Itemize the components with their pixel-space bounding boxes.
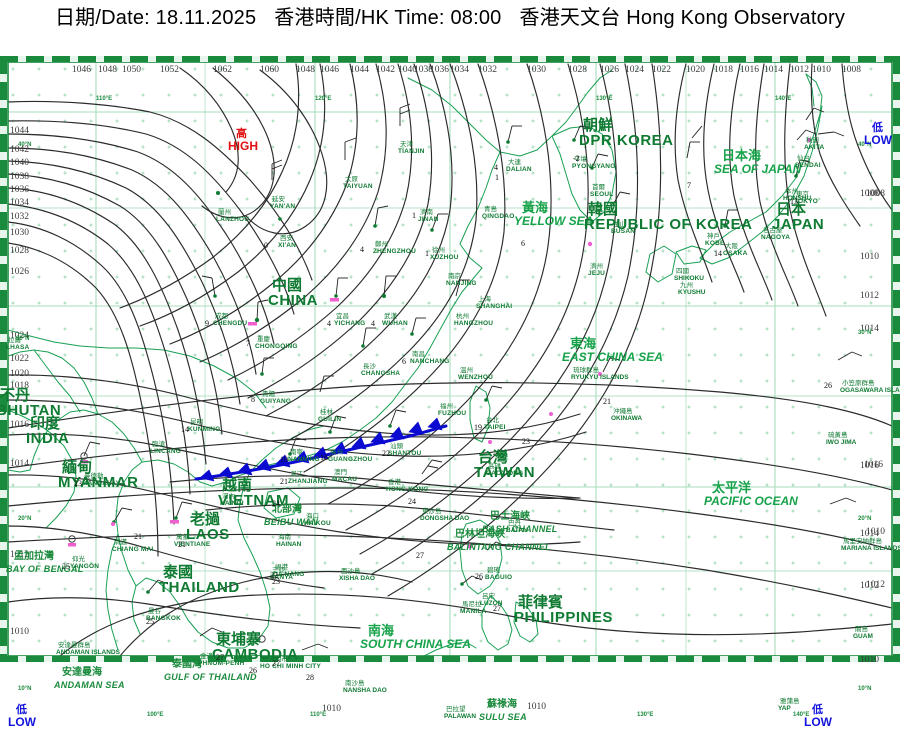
- isobar-label: 1010: [322, 704, 341, 714]
- coordinate-label: 110°E: [310, 712, 327, 718]
- header-date: 日期/Date: 18.11.2025: [54, 6, 257, 29]
- region-label-en: NANSHA DAO: [343, 687, 387, 694]
- cold-front: [194, 417, 448, 482]
- coordinate-label: 140°E: [793, 712, 810, 718]
- chart-header: 日期/Date: 18.11.2025 香港時間/HK Time: 08:00 …: [0, 0, 900, 30]
- plotted-temperature: 28: [306, 673, 314, 682]
- sea-label-en: GULF OF THAILAND: [164, 672, 257, 682]
- sea-label-en: SULU SEA: [479, 712, 527, 722]
- region-label-en: PALAWAN: [444, 713, 477, 720]
- frame-right: [893, 56, 900, 662]
- weather-map-svg: [7, 61, 893, 657]
- station-label-en: HO CHI MINH CITY: [260, 663, 321, 670]
- frame-bottom: [0, 656, 900, 662]
- coordinate-label: 130°E: [637, 712, 654, 718]
- region-label-cn: 南沙島: [345, 679, 365, 687]
- plotted-temperature: 26: [249, 666, 257, 675]
- frame-top: [0, 56, 900, 62]
- station-dots: [112, 138, 798, 594]
- pressure-centre-low-en: LOW: [804, 715, 832, 729]
- coordinate-label: 10°N: [18, 686, 32, 692]
- pressure-centre-low-cn: 低: [16, 703, 27, 716]
- frame-left: [0, 56, 7, 662]
- station-circles: [68, 452, 266, 643]
- pressure-centre-low-en: LOW: [8, 715, 36, 729]
- sea-label-cn: 安達曼海: [62, 667, 102, 678]
- sea-label-en: ANDAMAN SEA: [54, 680, 125, 690]
- isobar-label: 1010: [527, 702, 546, 712]
- wind-barbs: [83, 103, 863, 651]
- coordinate-label: 100°E: [147, 712, 164, 718]
- region-label-cn: 雅蒲島: [780, 697, 800, 705]
- sea-label-cn: 蘇祿海: [487, 699, 517, 710]
- coordinate-label: 10°N: [858, 686, 872, 692]
- region-label-cn: 巴拉望: [446, 705, 466, 713]
- surface-weather-chart[interactable]: 1046 1048 1050 1052 1062 1060 1048 1046 1044 1042…: [0, 30, 900, 728]
- isobars: [8, 63, 892, 656]
- precip-markers: [68, 137, 812, 549]
- header-organisation: 香港天文台 Hong Kong Observatory: [519, 6, 846, 29]
- region-label-en: YAP: [778, 705, 791, 712]
- header-time: 香港時間/HK Time: 08:00: [274, 6, 502, 29]
- pressure-centre-low-cn: 低: [812, 703, 823, 716]
- coastlines: [8, 69, 823, 656]
